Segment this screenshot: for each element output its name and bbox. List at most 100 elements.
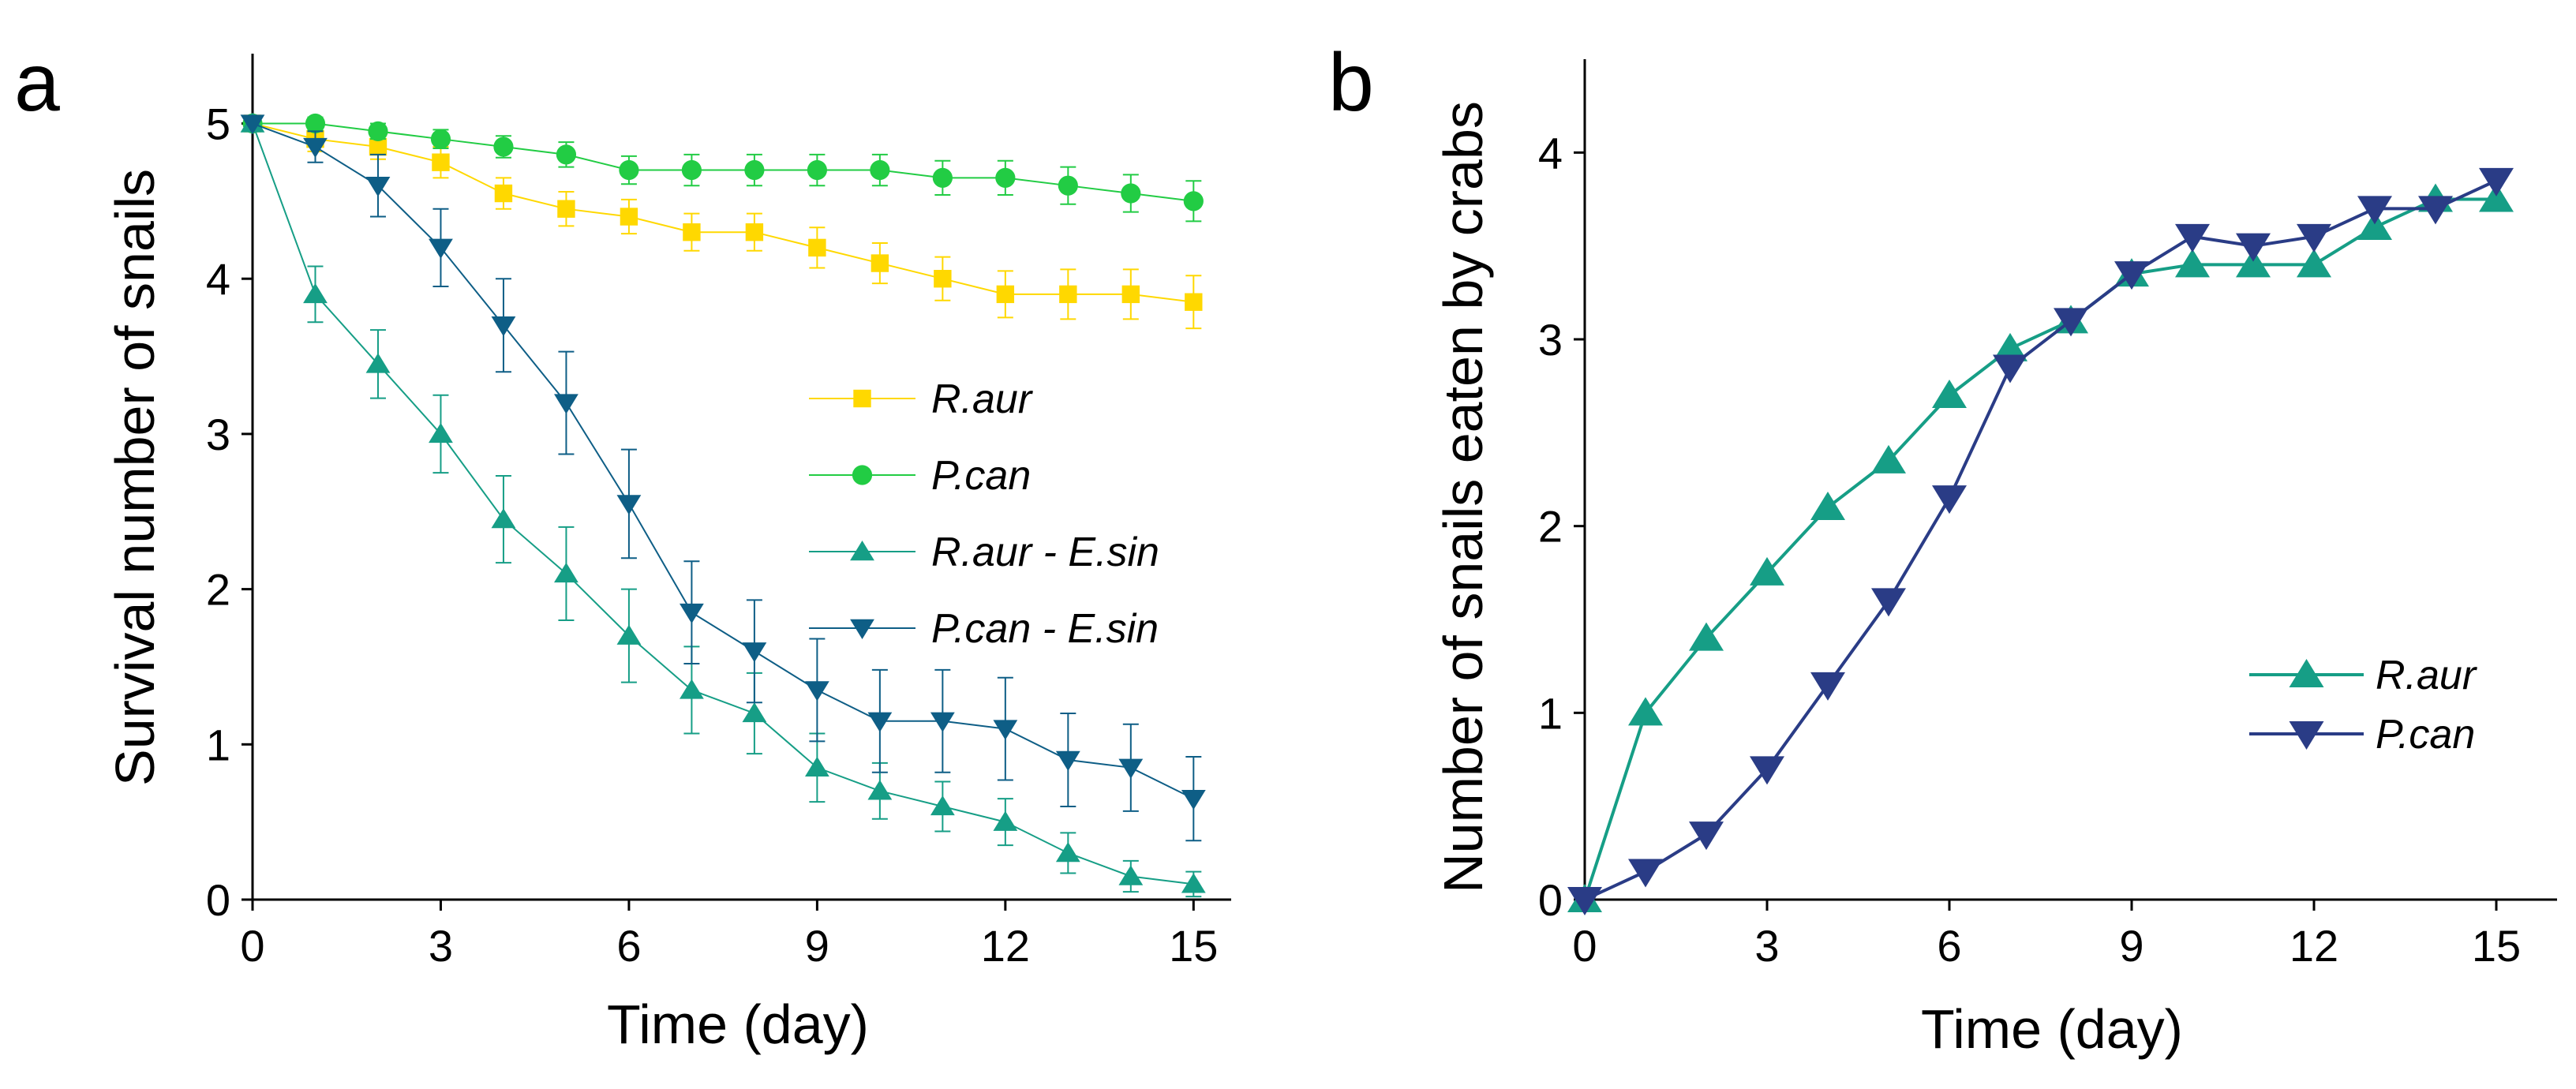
a-data-point	[1181, 873, 1206, 893]
a-data-point	[491, 316, 516, 337]
a-data-point	[240, 114, 265, 135]
a-data-point	[557, 200, 575, 218]
a-data-point	[930, 712, 955, 732]
a-data-point	[996, 285, 1015, 304]
panel-a-plot-area	[240, 112, 1206, 898]
b-data-point	[2357, 196, 2392, 225]
panel-b-legend: R.aur P.can	[2249, 653, 2478, 758]
a-data-point	[680, 679, 704, 699]
b-data-point	[2054, 308, 2088, 337]
a-data-point	[867, 780, 893, 800]
a-data-point	[930, 795, 955, 816]
b-data-point	[2479, 183, 2514, 212]
a-data-point	[807, 159, 827, 181]
a-legend-swatch-marker	[850, 619, 874, 639]
a-series-3	[240, 114, 1206, 842]
a-data-point	[303, 137, 328, 159]
b-legend-swatch-marker	[2289, 659, 2324, 687]
a-data-point	[804, 681, 829, 702]
a-legend-swatch-marker	[852, 465, 873, 485]
panel-a-legend: R.aur P.can R.aur - E.sin P.can - E.sin	[809, 376, 1159, 652]
panel-a-x-axis-title: Time (day)	[607, 994, 869, 1055]
b-data-point	[1932, 485, 1967, 515]
b-data-point	[1689, 821, 1724, 851]
panel-a-letter: a	[14, 37, 60, 129]
b-x-tick-label: 15	[2472, 921, 2521, 971]
b-data-point	[1750, 756, 1784, 785]
a-data-point	[554, 562, 578, 583]
b-data-point	[2114, 261, 2149, 290]
a-y-tick-label: 2	[206, 565, 230, 615]
a-series-0	[243, 114, 1203, 330]
a-y-tick-label: 4	[206, 254, 230, 304]
b-data-point	[1871, 588, 1906, 617]
a-data-point	[744, 159, 765, 181]
a-data-point	[1055, 841, 1080, 863]
a-series-2	[240, 112, 1206, 898]
a-data-point	[870, 159, 890, 181]
b-data-point	[1628, 859, 1663, 888]
a-data-point	[303, 283, 328, 304]
b-data-point	[2297, 249, 2331, 278]
a-data-point	[995, 167, 1016, 188]
b-series-0	[1567, 183, 2514, 912]
a-data-point	[934, 270, 952, 288]
panel-b-y-axis-title: Number of snails eaten by crabs	[1432, 101, 1494, 893]
b-series-line	[1584, 179, 2497, 901]
a-data-point	[554, 394, 578, 414]
b-y-tick-label: 4	[1538, 128, 1563, 178]
a-data-point	[493, 137, 514, 157]
a-series-line	[252, 122, 1194, 800]
a-data-point	[365, 353, 391, 373]
b-y-tick-label: 2	[1538, 502, 1563, 552]
a-data-point	[742, 702, 767, 723]
b-series-1	[1567, 167, 2514, 915]
a-data-point	[369, 137, 388, 156]
a-x-tick-label: 0	[240, 921, 264, 971]
a-data-point	[681, 159, 702, 181]
a-series-line	[252, 123, 1194, 885]
a-y-tick-label: 0	[206, 875, 230, 925]
a-data-point	[742, 642, 767, 663]
b-data-point	[2418, 196, 2453, 225]
b-data-point	[2175, 249, 2210, 278]
a-legend-label: R.aur	[931, 376, 1034, 422]
b-data-point	[1567, 887, 1602, 915]
a-data-point	[680, 603, 704, 624]
a-legend-label: R.aur - E.sin	[931, 530, 1159, 575]
a-data-point	[429, 238, 453, 259]
a-x-tick-label: 12	[981, 921, 1030, 971]
a-data-point	[932, 167, 953, 188]
a-legend-swatch-marker	[850, 541, 874, 561]
b-data-point	[1810, 672, 1845, 701]
a-data-point	[429, 422, 453, 443]
b-data-point	[2175, 223, 2210, 253]
b-data-point	[2357, 211, 2392, 240]
b-legend-label: R.aur	[2376, 653, 2478, 698]
a-legend-item: P.can - E.sin	[809, 606, 1159, 652]
b-y-tick-label: 1	[1538, 688, 1563, 738]
a-x-tick-label: 9	[805, 921, 829, 971]
b-data-point	[2297, 223, 2331, 253]
panel-b-x-axis-title: Time (day)	[1921, 998, 2183, 1060]
a-y-tick-label: 3	[206, 410, 230, 459]
b-data-point	[1750, 556, 1784, 586]
a-data-point	[1055, 750, 1080, 771]
a-y-tick-label: 1	[206, 720, 230, 769]
a-data-point	[432, 153, 450, 171]
b-legend-label: P.can	[2376, 712, 2475, 758]
a-x-tick-label: 3	[429, 921, 453, 971]
a-data-point	[368, 121, 388, 141]
a-data-point	[491, 508, 516, 529]
a-data-point	[1058, 175, 1078, 196]
b-data-point	[1810, 492, 1845, 520]
a-series-line	[252, 122, 1194, 303]
b-data-point	[1993, 354, 2027, 384]
panel-b-letter: b	[1328, 37, 1374, 129]
panel-a: a Survival number of snails Time (day) 0…	[14, 37, 1231, 1055]
a-data-point	[745, 223, 764, 241]
a-data-point	[683, 223, 701, 241]
